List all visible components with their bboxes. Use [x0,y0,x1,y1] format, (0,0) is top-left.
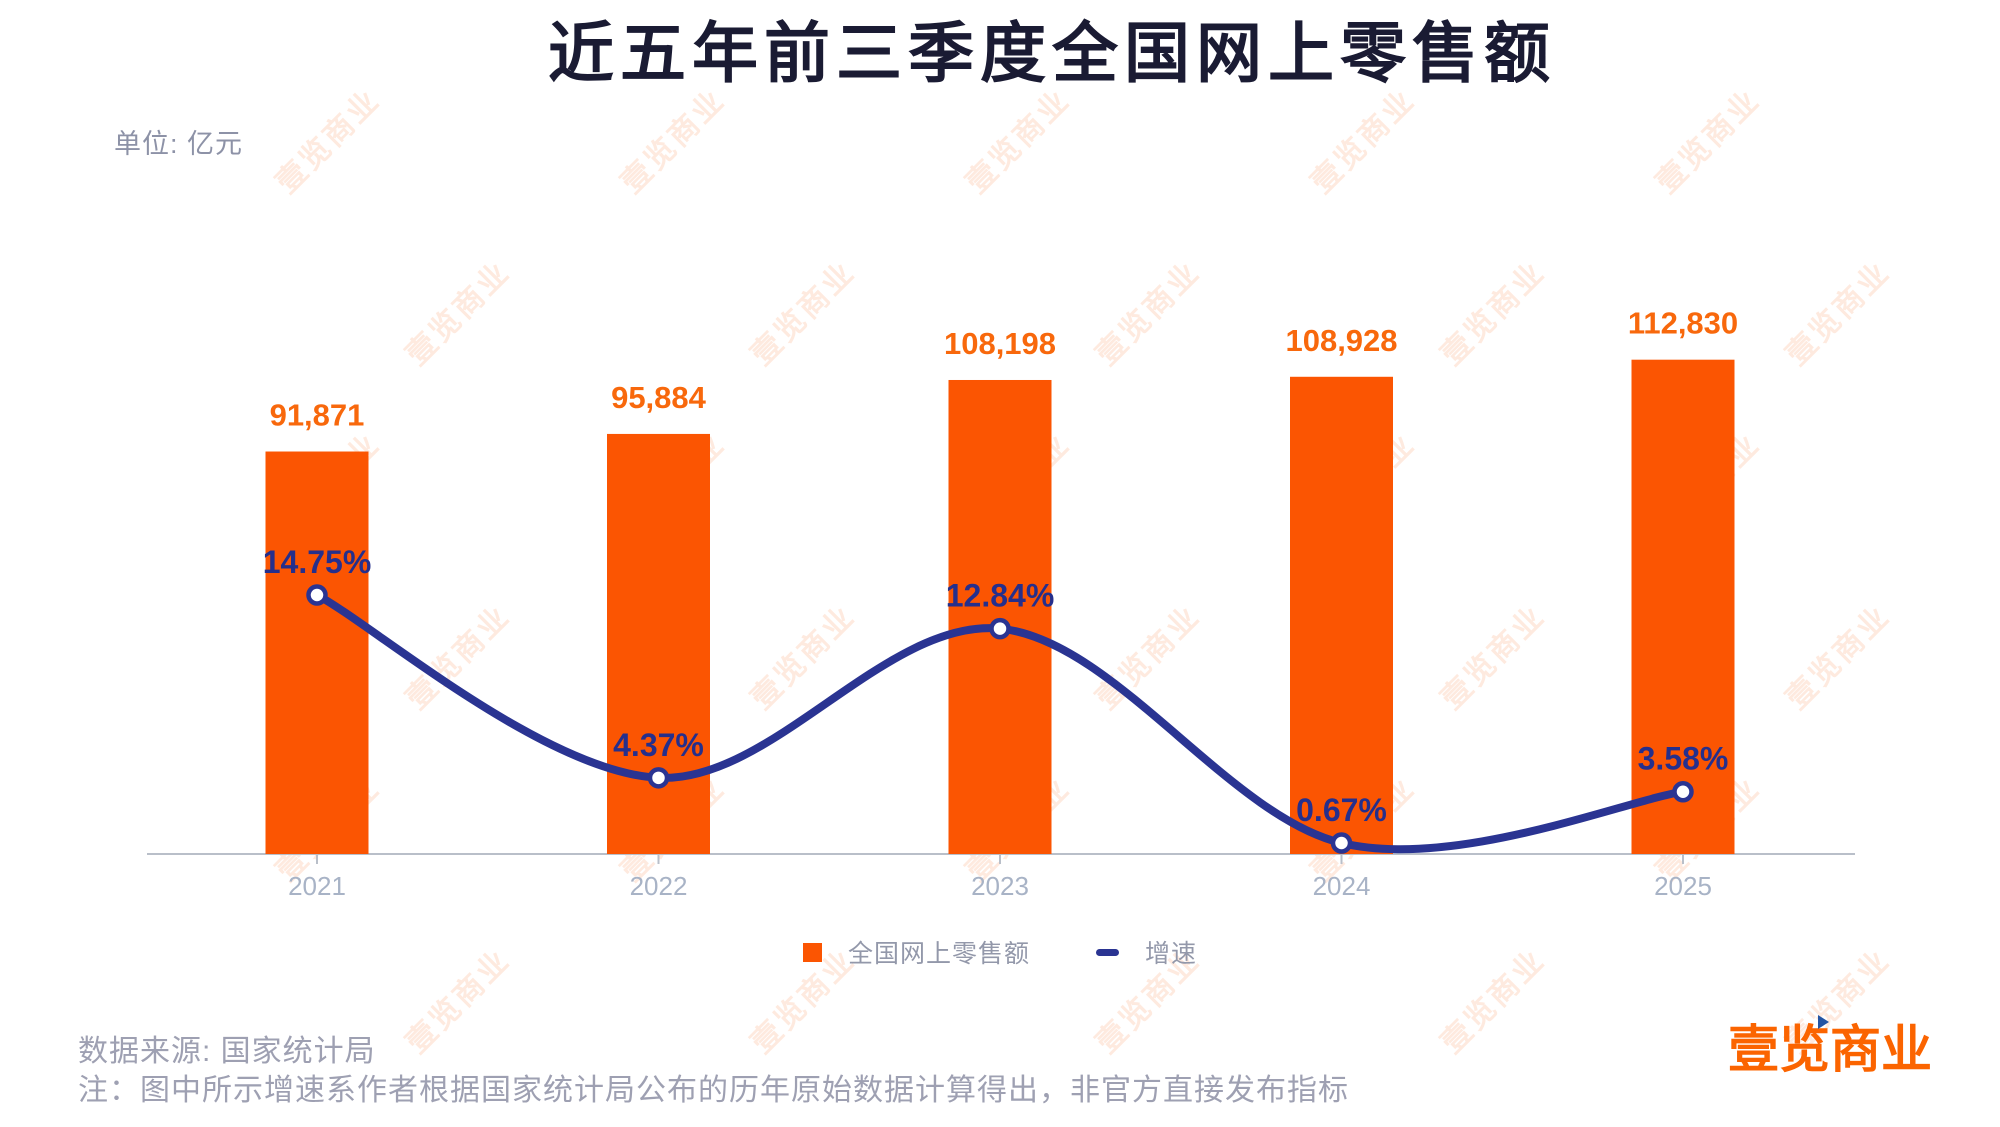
line-marker-2024 [1330,832,1353,854]
data-source-text: 数据来源: 国家统计局 [78,1035,376,1068]
legend-bar-label: 全国网上零售额 [847,940,1030,968]
bar-2021 [265,451,369,854]
line-marker-2025 [1672,780,1694,803]
growth-label-2021: 14.75% [263,544,372,580]
brand-logo-text: 壹览商业 [1728,1021,1933,1078]
bar-2022 [607,433,710,854]
unit-label: 单位: 亿元 [114,129,244,159]
bar-value-label-2021: 91,871 [270,398,365,433]
brand-logo: 壹览商业 [1728,1008,1932,1082]
play-triangle-icon [1818,1015,1829,1029]
x-axis-label-2021: 2021 [288,871,346,901]
growth-label-2025: 3.58% [1638,741,1729,777]
bar-2024 [1290,376,1393,854]
legend: 全国网上零售额 增速 [0,934,2000,970]
x-axis-label-2025: 2025 [1654,871,1712,901]
footer-notes: 数据来源: 国家统计局 注：图中所示增速系作者根据国家统计局公布的历年原始数据计… [78,1032,1349,1110]
bar-value-label-2025: 112,830 [1628,306,1738,341]
line-marker-2021 [306,584,328,606]
bar-2023 [948,379,1052,854]
bar-value-label-2024: 108,928 [1285,323,1397,358]
bar-2025 [1631,359,1735,854]
page-title: 近五年前三季度全国网上零售额 [548,16,1556,90]
note-text: 注：图中所示增速系作者根据国家统计局公布的历年原始数据计算得出，非官方直接发布指… [78,1074,1349,1107]
bar-value-label-2022: 95,884 [611,380,707,415]
line-marker-2023 [989,617,1011,640]
x-axis-label-2024: 2024 [1313,871,1371,901]
growth-label-2023: 12.84% [946,578,1055,614]
growth-label-2024: 0.67% [1296,792,1387,828]
growth-label-2022: 4.37% [613,727,704,763]
legend-line-dash-icon [1096,948,1119,956]
legend-line-label: 增速 [1145,940,1198,968]
x-axis-label-2023: 2023 [971,871,1029,901]
line-marker-2022 [647,767,670,789]
legend-bar-swatch-icon [802,942,822,962]
x-axis-label-2022: 2022 [630,871,688,901]
bar-value-label-2023: 108,198 [944,326,1056,361]
